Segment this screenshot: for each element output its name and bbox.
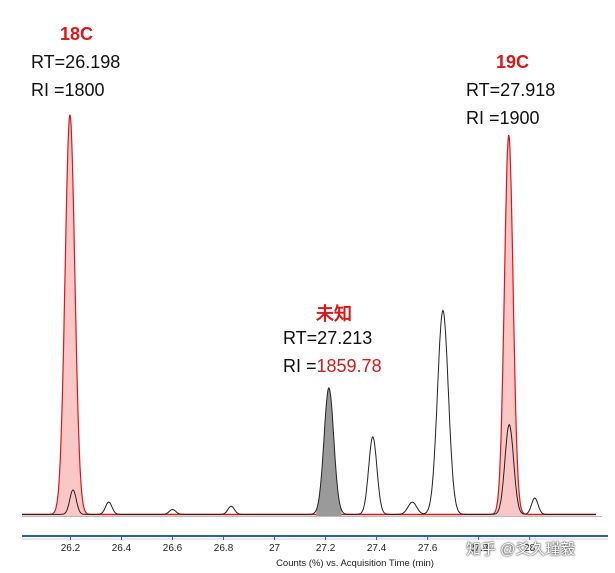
peak-name-unknown: 未知 bbox=[316, 304, 352, 324]
annotation-19c: 19C bbox=[496, 52, 529, 73]
x-tick-label: 26.8 bbox=[214, 543, 234, 554]
annotation-unknown: 未知 bbox=[316, 300, 352, 326]
x-tick-label: 28 bbox=[524, 543, 536, 554]
ri-19c: RI =1900 bbox=[466, 108, 540, 128]
unknown-peak-fill bbox=[316, 387, 342, 516]
annotation-unknown-values: RT=27.213 RI =1859.78 bbox=[283, 324, 382, 380]
ri-unknown: RI =1859.78 bbox=[283, 352, 382, 380]
series-layer bbox=[22, 114, 596, 516]
rt-unknown: RT=27.213 bbox=[283, 328, 373, 348]
watermark: 知乎 @爻久瑾毅 bbox=[466, 541, 576, 558]
x-tick-label: 27 bbox=[269, 543, 281, 554]
x-tick-label: 26.4 bbox=[112, 543, 132, 554]
x-tick-label: 26.6 bbox=[163, 543, 183, 554]
x-tick-label: 27.4 bbox=[367, 543, 387, 554]
ri-18c: RI =1800 bbox=[31, 80, 105, 100]
x-tick-label: 27.6 bbox=[418, 543, 438, 554]
rt-19c: RT=27.918 bbox=[466, 80, 556, 100]
sample-series-line bbox=[22, 309, 596, 515]
x-tick-label: 27.8 bbox=[469, 543, 489, 554]
ri-unknown-prefix: RI = bbox=[283, 356, 317, 376]
ri-unknown-value: 1859.78 bbox=[316, 356, 382, 376]
peak-name-18c: 18C bbox=[60, 24, 94, 44]
x-tick-label: 27.2 bbox=[316, 543, 336, 554]
x-axis-label: Counts (%) vs. Acquisition Time (min) bbox=[276, 558, 434, 569]
peak-name-19c: 19C bbox=[496, 52, 530, 72]
x-axis: Counts (%) vs. Acquisition Time (min) 26… bbox=[22, 535, 608, 569]
annotation-19c-values: RT=27.918 RI =1900 bbox=[466, 76, 555, 132]
x-tick-label: 26.2 bbox=[61, 543, 81, 554]
rt-18c: RT=26.198 bbox=[31, 52, 121, 72]
standard-series-fill bbox=[22, 114, 596, 516]
annotation-18c: 18C bbox=[60, 24, 93, 45]
annotation-18c-values: RT=26.198 RI =1800 bbox=[31, 48, 120, 104]
